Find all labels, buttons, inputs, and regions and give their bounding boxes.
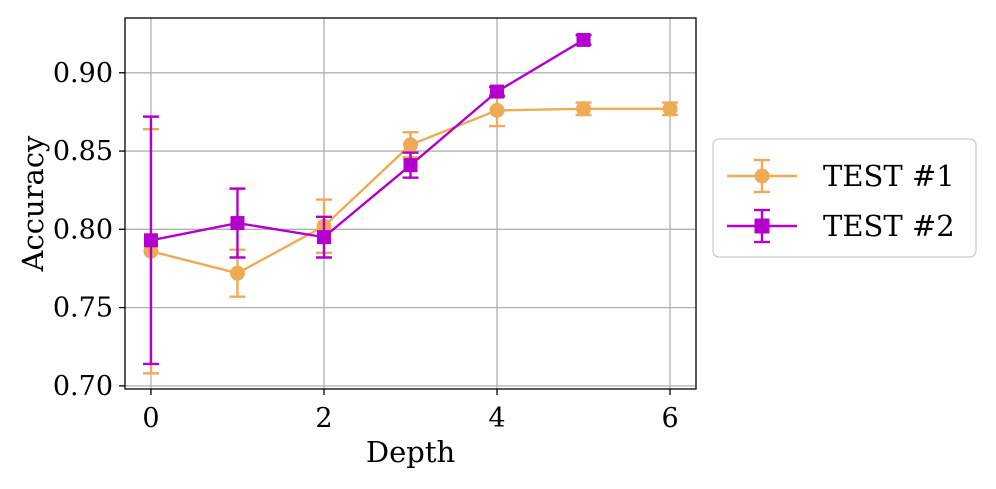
series-line: [150, 38, 585, 242]
data-point: [576, 32, 591, 47]
data-point: [662, 101, 678, 117]
series-layer: [142, 32, 679, 375]
legend-marker: [754, 218, 770, 234]
x-tick-label: 4: [488, 403, 505, 434]
legend-box: [712, 138, 977, 258]
x-axis-label: Depth: [366, 435, 455, 469]
data-point: [490, 84, 505, 99]
x-tick-label: 0: [142, 403, 159, 434]
data-point: [230, 216, 245, 231]
data-point: [143, 233, 158, 248]
data-point: [489, 102, 505, 118]
plot-frame: [124, 17, 697, 390]
data-point: [403, 137, 418, 153]
legend-label: TEST #1: [823, 159, 955, 193]
x-tick-label: 6: [661, 403, 678, 434]
y-tick-label: 0.75: [53, 293, 113, 324]
series-2: [142, 32, 592, 366]
x-tick-label: 2: [315, 403, 332, 434]
data-point: [229, 265, 245, 281]
legend-marker: [754, 168, 770, 184]
y-tick-label: 0.90: [53, 58, 113, 89]
legend-item-2: TEST #2: [727, 208, 955, 244]
data-point: [403, 158, 418, 173]
legend-item-1: TEST #1: [727, 158, 955, 194]
axis-ticks: 0 2 4 6 0.70 0.75 0.80 0.85 0.90: [53, 58, 679, 434]
data-point: [316, 230, 331, 245]
y-tick-label: 0.80: [53, 214, 113, 245]
legend: TEST #1 TEST #2: [712, 138, 977, 258]
y-tick-label: 0.70: [53, 371, 113, 402]
y-tick-label: 0.85: [53, 136, 113, 167]
legend-label: TEST #2: [823, 209, 955, 243]
data-point: [576, 101, 592, 117]
y-axis-label: Accuracy: [16, 135, 50, 272]
